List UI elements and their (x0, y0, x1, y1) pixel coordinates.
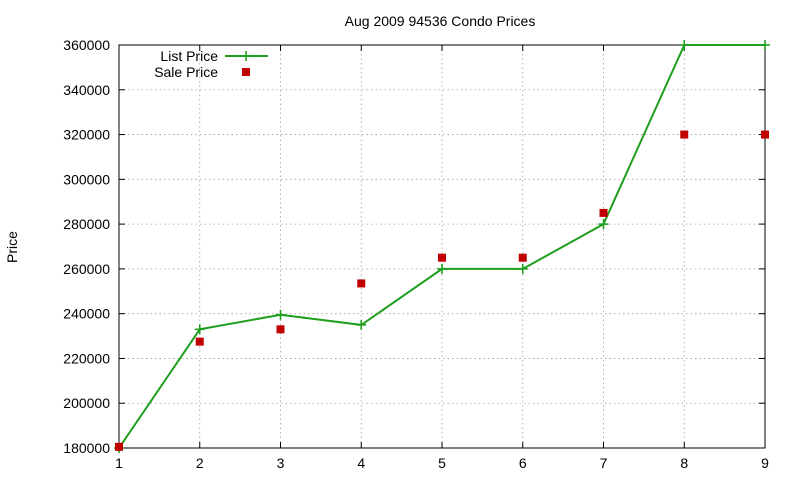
sale-price-point (195, 337, 204, 346)
y-tick-label: 320000 (63, 127, 110, 143)
y-tick-label: 200000 (63, 395, 110, 411)
x-tick-label: 1 (115, 455, 123, 471)
y-tick-label: 260000 (63, 261, 110, 277)
list-price-point (356, 319, 367, 330)
sale-price-point (357, 279, 366, 288)
x-tick-label: 2 (196, 455, 204, 471)
sale-price-point (761, 130, 769, 139)
sale-price-point (599, 208, 608, 217)
y-tick-label: 280000 (63, 216, 110, 232)
x-tick-label: 5 (438, 455, 446, 471)
y-axis-label: Price (4, 231, 20, 263)
y-tick-label: 220000 (63, 350, 110, 366)
list-price-point (598, 219, 609, 230)
x-tick-label: 7 (600, 455, 608, 471)
list-price-point (517, 263, 528, 274)
y-tick-label: 360000 (63, 37, 110, 53)
grid (119, 45, 765, 448)
x-tick-label: 8 (680, 455, 688, 471)
sale-price-point (438, 253, 446, 262)
y-tick-label: 240000 (63, 306, 110, 322)
y-tick-label: 300000 (63, 171, 110, 187)
x-tick-label: 9 (761, 455, 769, 471)
axis-ticks: 180000 200000 220000 240000 260000 280000 3000… (63, 37, 769, 471)
list-price-point (760, 40, 770, 50)
legend-marker (242, 68, 250, 76)
list-price-point (194, 324, 205, 335)
series-layer (114, 40, 770, 453)
sale-price-point (276, 325, 285, 334)
sale-price-point (680, 130, 689, 139)
x-tick-label: 3 (277, 455, 285, 471)
list-price-point (437, 263, 447, 274)
chart-title: Aug 2009 94536 Condo Prices (345, 13, 536, 29)
plot-frame (118, 44, 766, 449)
y-tick-label: 340000 (63, 82, 110, 98)
y-tick-label: 180000 (63, 440, 110, 456)
list-price-point (275, 309, 286, 320)
legend-label: List Price (160, 48, 218, 64)
legend-label: Sale Price (154, 64, 218, 80)
list-price-point (679, 40, 690, 50)
sale-price-point (518, 253, 527, 262)
x-tick-label: 4 (357, 455, 365, 471)
legend-marker (241, 51, 251, 61)
x-tick-label: 6 (519, 455, 527, 471)
sale-price-point (115, 442, 123, 451)
